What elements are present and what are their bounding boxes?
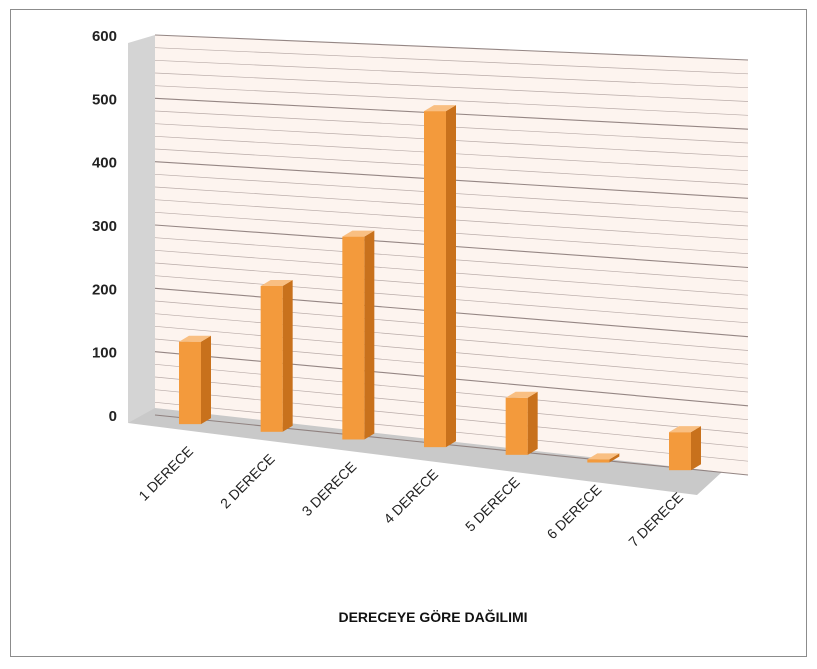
x-tick-label: 3 DERECE [299, 458, 360, 519]
bar-front-face [587, 459, 610, 463]
bar [669, 426, 701, 471]
y-tick-label: 200 [92, 281, 117, 298]
bar-front-face [505, 397, 528, 455]
x-axis-title: DERECEYE GÖRE DAĞILIMI [338, 608, 527, 625]
bar [342, 230, 375, 440]
bar-top-face [587, 453, 620, 460]
bar-top-face [260, 279, 293, 286]
bar [424, 105, 456, 448]
bar-front-face [669, 432, 691, 471]
x-tick-label: 6 DERECE [544, 481, 605, 542]
x-tick-label: 4 DERECE [380, 466, 441, 527]
y-tick-label: 600 [92, 28, 117, 45]
bar-front-face [342, 236, 365, 440]
bar [260, 279, 293, 432]
bar-front-face [179, 341, 201, 425]
bar [587, 453, 620, 463]
x-tick-label: 1 DERECE [135, 443, 196, 504]
bar-top-face [424, 105, 456, 112]
chart-side-wall [128, 35, 155, 423]
bar-side-face [364, 230, 375, 440]
minor-gridline [154, 47, 749, 75]
bar-top-face [669, 426, 701, 433]
y-tick-label: 0 [109, 408, 117, 425]
bars [179, 105, 701, 471]
bar-side-face [527, 391, 538, 455]
bar-side-face [282, 279, 293, 432]
y-tick-label: 300 [92, 218, 117, 235]
x-tick-label: 5 DERECE [462, 474, 523, 535]
minor-gridline [154, 72, 749, 102]
bar-top-face [505, 391, 538, 398]
bar-side-face [201, 335, 211, 425]
x-tick-label: 2 DERECE [217, 451, 278, 512]
bar-front-face [260, 285, 283, 432]
bar [505, 391, 538, 455]
minor-gridline [154, 59, 749, 89]
bar-top-face [342, 230, 375, 237]
y-tick-label: 500 [92, 91, 117, 108]
minor-gridline [154, 85, 749, 116]
y-tick-label: 400 [92, 155, 117, 172]
major-gridline [154, 34, 749, 61]
major-gridline [154, 414, 749, 476]
bar-side-face [691, 426, 701, 471]
bar [179, 335, 211, 425]
bar-side-face [446, 105, 456, 448]
bar-side-face [609, 453, 620, 463]
bar-front-face [424, 111, 446, 448]
y-axis-ticks: 0 100 200 300 400 500 600 [92, 28, 117, 425]
x-tick-label: 7 DERECE [625, 489, 686, 550]
bar-top-face [179, 335, 211, 342]
y-tick-label: 100 [92, 345, 117, 362]
